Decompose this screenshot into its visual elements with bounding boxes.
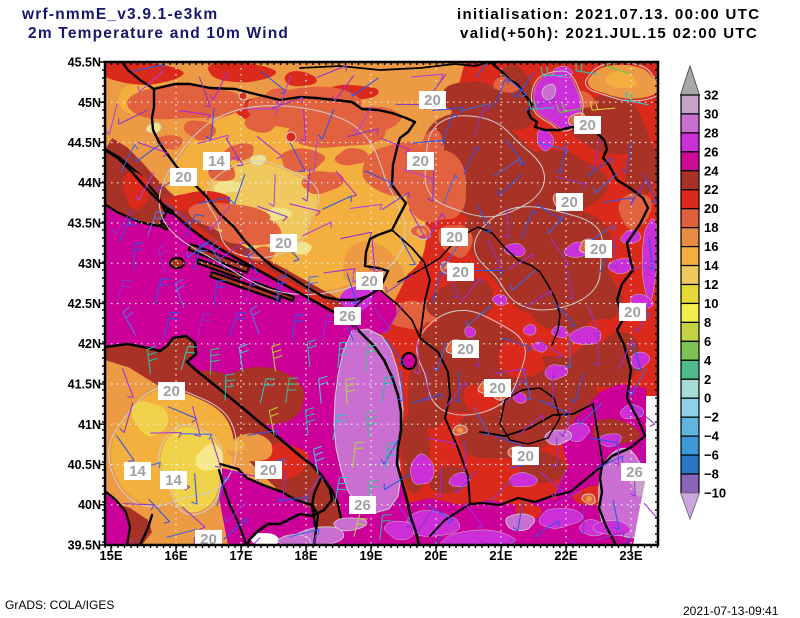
svg-text:15E: 15E [99, 548, 122, 563]
svg-text:30: 30 [704, 107, 718, 122]
svg-text:2: 2 [704, 372, 711, 387]
svg-text:45.5N: 45.5N [68, 56, 101, 70]
svg-text:6: 6 [704, 334, 711, 349]
svg-text:44N: 44N [78, 176, 101, 190]
svg-text:0: 0 [704, 391, 711, 406]
svg-text:20: 20 [452, 264, 469, 281]
svg-text:20: 20 [517, 448, 534, 465]
svg-text:40.5N: 40.5N [68, 458, 101, 472]
svg-text:8: 8 [704, 315, 711, 330]
svg-text:40N: 40N [78, 498, 101, 512]
svg-text:44.5N: 44.5N [68, 136, 101, 150]
svg-text:20: 20 [260, 462, 277, 479]
svg-text:14: 14 [129, 463, 146, 480]
svg-text:20: 20 [424, 92, 441, 109]
svg-text:17E: 17E [229, 548, 252, 563]
svg-text:20: 20 [275, 235, 292, 252]
svg-text:16E: 16E [164, 548, 187, 563]
svg-text:26: 26 [354, 497, 371, 514]
svg-text:32: 32 [704, 88, 718, 103]
svg-text:43.5N: 43.5N [68, 217, 101, 231]
svg-text:21E: 21E [489, 548, 512, 563]
svg-text:20: 20 [175, 169, 192, 186]
svg-text:43N: 43N [78, 257, 101, 271]
svg-text:14: 14 [208, 153, 225, 170]
svg-text:42.5N: 42.5N [68, 297, 101, 311]
svg-text:20: 20 [446, 229, 463, 246]
svg-text:42N: 42N [78, 337, 101, 351]
svg-text:20: 20 [489, 380, 506, 397]
svg-text:20: 20 [412, 153, 429, 170]
svg-text:45N: 45N [78, 96, 101, 110]
svg-text:20: 20 [590, 241, 607, 258]
svg-text:22E: 22E [554, 548, 577, 563]
svg-text:19E: 19E [359, 548, 382, 563]
svg-text:14: 14 [165, 472, 182, 489]
svg-text:22: 22 [704, 182, 718, 197]
svg-text:20: 20 [200, 531, 217, 548]
svg-text:20: 20 [579, 117, 596, 134]
svg-text:20: 20 [704, 201, 718, 216]
svg-text:20: 20 [457, 341, 474, 358]
svg-text:20: 20 [561, 194, 578, 211]
svg-text:−4: −4 [704, 429, 720, 444]
svg-text:14: 14 [704, 258, 719, 273]
svg-text:18E: 18E [294, 548, 317, 563]
svg-text:−6: −6 [704, 448, 719, 463]
svg-text:26: 26 [339, 308, 356, 325]
svg-text:20E: 20E [424, 548, 447, 563]
svg-text:−10: −10 [704, 485, 726, 500]
svg-text:16: 16 [704, 239, 718, 254]
svg-text:41N: 41N [78, 418, 101, 432]
svg-text:28: 28 [704, 125, 718, 140]
svg-text:24: 24 [704, 163, 719, 178]
svg-text:12: 12 [704, 277, 718, 292]
svg-text:39.5N: 39.5N [68, 539, 101, 553]
svg-text:20: 20 [361, 273, 378, 290]
svg-text:20: 20 [163, 383, 180, 400]
svg-text:26: 26 [704, 144, 718, 159]
svg-text:20: 20 [624, 304, 641, 321]
svg-text:41.5N: 41.5N [68, 378, 101, 392]
svg-text:26: 26 [626, 464, 643, 481]
svg-text:−2: −2 [704, 410, 719, 425]
svg-text:10: 10 [704, 296, 718, 311]
svg-text:23E: 23E [619, 548, 642, 563]
svg-text:4: 4 [704, 353, 712, 368]
svg-text:−8: −8 [704, 467, 719, 482]
svg-text:18: 18 [704, 220, 718, 235]
